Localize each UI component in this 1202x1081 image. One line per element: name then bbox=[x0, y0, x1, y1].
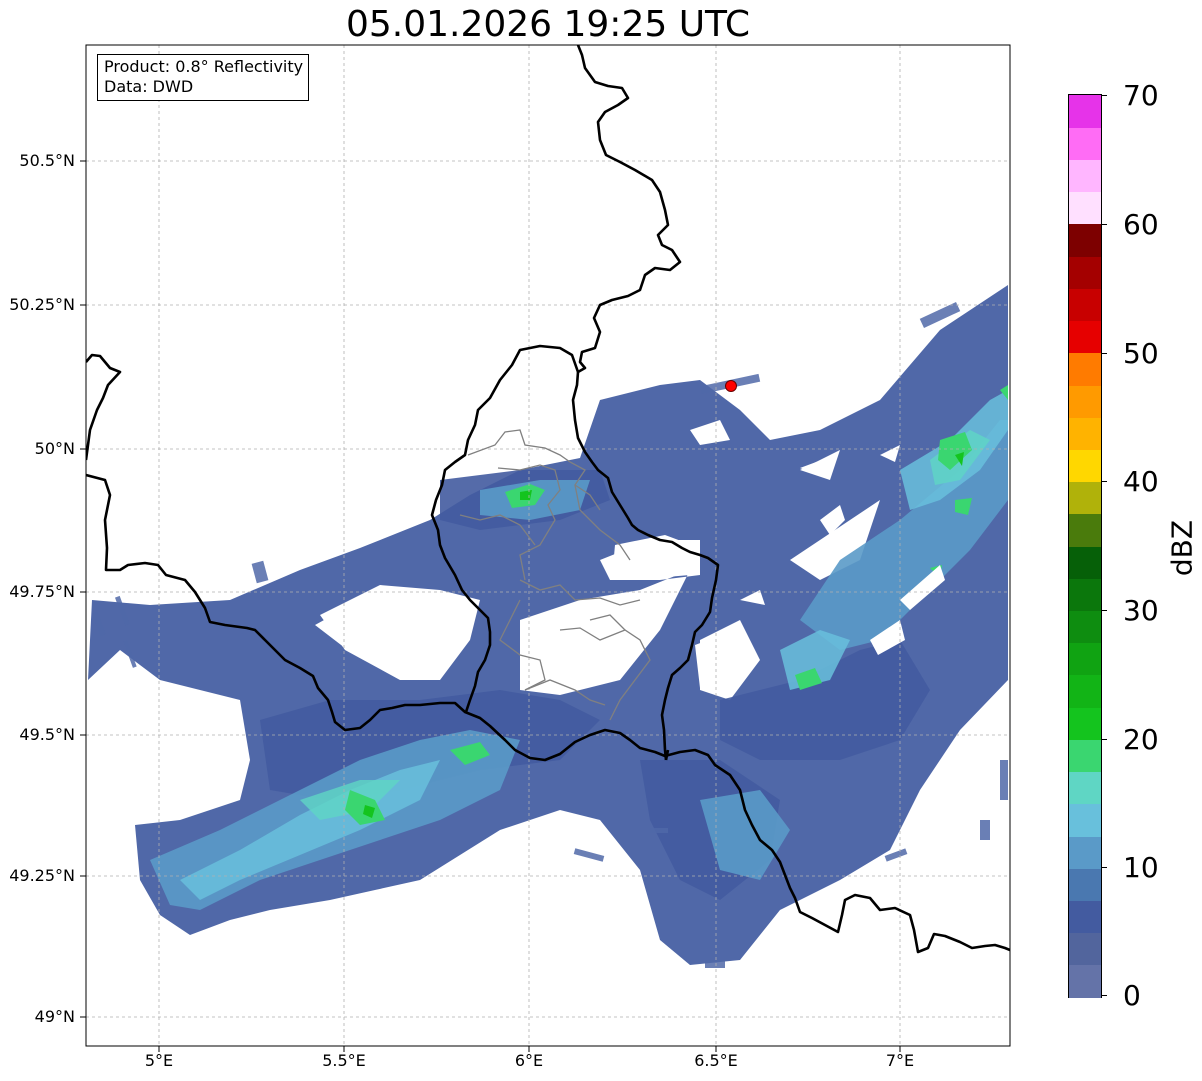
colorbar-tick bbox=[1101, 739, 1107, 740]
colorbar-segment bbox=[1069, 449, 1101, 483]
colorbar-tick bbox=[1101, 867, 1107, 868]
colorbar-segment bbox=[1069, 384, 1101, 418]
axis-ticks bbox=[80, 160, 901, 1052]
colorbar-segment bbox=[1069, 578, 1101, 612]
lat-tick-label: 49°N bbox=[34, 1007, 75, 1026]
map-gridlines bbox=[86, 45, 1010, 1046]
colorbar-segment bbox=[1069, 835, 1101, 869]
colorbar-segment bbox=[1069, 739, 1101, 773]
lat-tick-label: 49.75°N bbox=[9, 582, 75, 601]
colorbar-segment bbox=[1069, 900, 1101, 934]
colorbar-tick bbox=[1101, 224, 1107, 225]
colorbar-tick-label: 40 bbox=[1123, 465, 1159, 498]
colorbar-segment bbox=[1069, 417, 1101, 450]
colorbar-segment bbox=[1069, 964, 1101, 998]
colorbar-tick bbox=[1101, 95, 1107, 96]
data-source-label: Data: DWD bbox=[104, 77, 194, 96]
product-info-box: Product: 0.8° Reflectivity Data: DWD bbox=[97, 54, 310, 101]
colorbar-tick-label: 20 bbox=[1123, 723, 1159, 756]
lat-tick-label: 49.5°N bbox=[19, 725, 75, 744]
colorbar-tick-label: 10 bbox=[1123, 851, 1159, 884]
lon-tick-label: 7°E bbox=[885, 1051, 915, 1070]
map-title: 05.01.2026 19:25 UTC bbox=[345, 4, 751, 45]
colorbar-tick-label: 70 bbox=[1123, 79, 1159, 112]
country-borders bbox=[86, 45, 1010, 954]
colorbar-segment bbox=[1069, 191, 1101, 225]
lon-tick-label: 6°E bbox=[514, 1051, 544, 1070]
colorbar-tick-label: 0 bbox=[1123, 979, 1141, 1012]
product-label: Product: 0.8° Reflectivity bbox=[104, 57, 304, 76]
colorbar-tick-label: 60 bbox=[1123, 208, 1159, 241]
colorbar-tick bbox=[1101, 353, 1107, 354]
colorbar-segment bbox=[1069, 546, 1101, 579]
colorbar-segment bbox=[1069, 642, 1101, 676]
colorbar-tick bbox=[1101, 481, 1107, 482]
colorbar-segment bbox=[1069, 803, 1101, 837]
colorbar-segment bbox=[1069, 223, 1101, 257]
colorbar-segment bbox=[1069, 707, 1101, 740]
lon-tick-label: 5.5°E bbox=[322, 1051, 366, 1070]
colorbar-segment bbox=[1069, 159, 1101, 193]
plot-frame bbox=[85, 44, 1011, 1047]
colorbar-segment bbox=[1069, 288, 1101, 322]
colorbar bbox=[1068, 94, 1102, 998]
reflectivity-echoes bbox=[88, 285, 1008, 968]
colorbar-segment bbox=[1069, 256, 1101, 289]
colorbar-segment bbox=[1069, 674, 1101, 708]
lat-tick-label: 50.25°N bbox=[9, 295, 75, 314]
colorbar-segment bbox=[1069, 127, 1101, 161]
lat-tick-label: 50°N bbox=[34, 439, 75, 458]
colorbar-tick bbox=[1101, 995, 1107, 996]
colorbar-segment bbox=[1069, 610, 1101, 644]
lat-tick-label: 49.25°N bbox=[9, 866, 75, 885]
colorbar-label: dBZ bbox=[1165, 519, 1199, 577]
province-borders bbox=[459, 429, 651, 721]
colorbar-tick-label: 30 bbox=[1123, 594, 1159, 627]
colorbar-segment bbox=[1069, 320, 1101, 354]
colorbar-segment bbox=[1069, 352, 1101, 386]
radar-site-marker bbox=[725, 380, 737, 392]
colorbar-segment bbox=[1069, 95, 1101, 128]
colorbar-segment bbox=[1069, 868, 1101, 901]
lon-tick-label: 5°E bbox=[144, 1051, 174, 1070]
colorbar-segment bbox=[1069, 771, 1101, 805]
colorbar-tick bbox=[1101, 610, 1107, 611]
lat-tick-label: 50.5°N bbox=[19, 151, 75, 170]
colorbar-segment bbox=[1069, 513, 1101, 547]
lon-tick-label: 6.5°E bbox=[694, 1051, 738, 1070]
colorbar-segment bbox=[1069, 481, 1101, 515]
colorbar-tick-label: 50 bbox=[1123, 337, 1159, 370]
colorbar-segment bbox=[1069, 932, 1101, 966]
